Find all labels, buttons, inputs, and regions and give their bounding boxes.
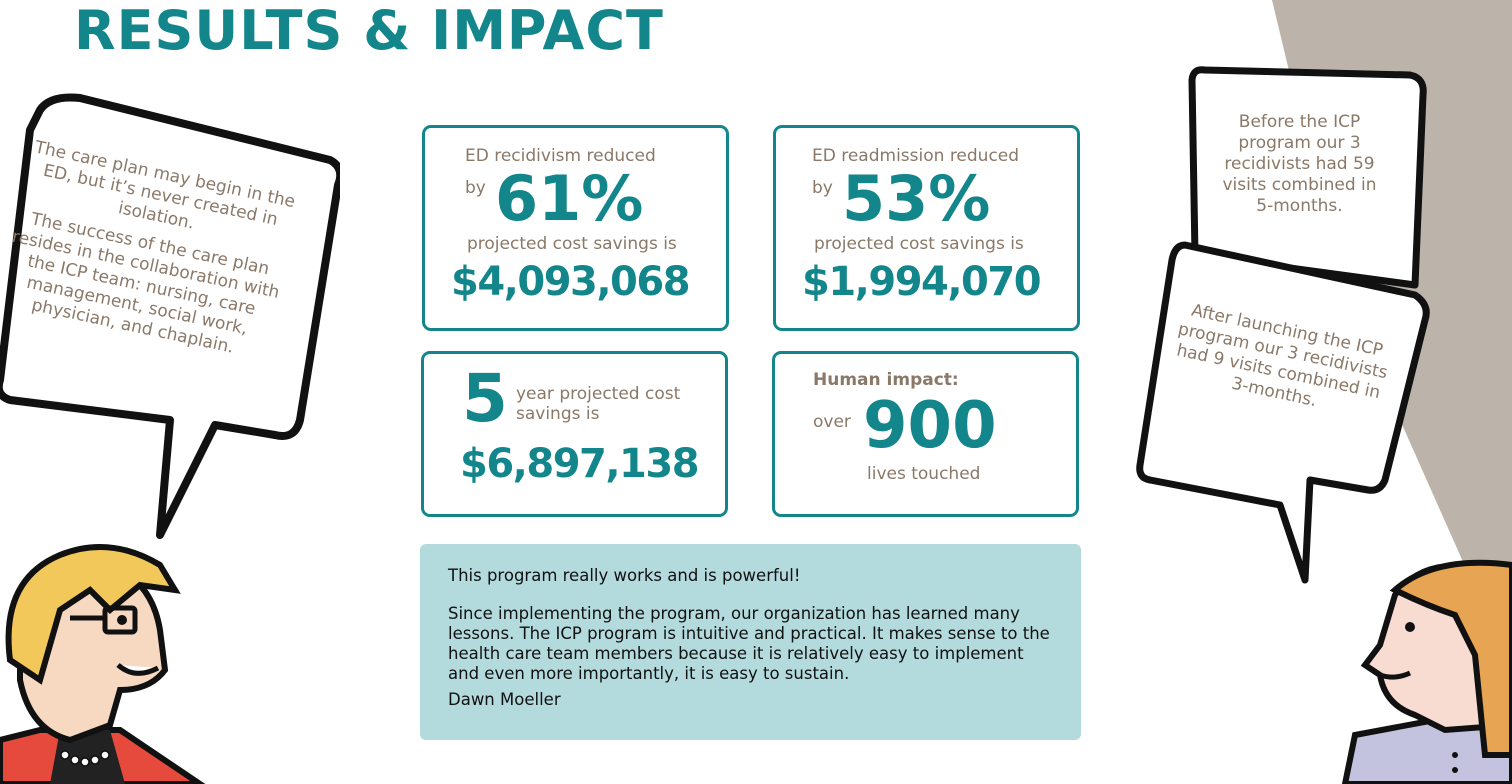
testimonial-quote: This program really works and is powerfu…	[420, 544, 1081, 740]
card-five-year: 5 year projected cost savings is $6,897,…	[421, 351, 728, 517]
right-speech-bubbles	[1136, 66, 1430, 584]
card-ed-recidivism: ED recidivism reduced by 61% projected c…	[422, 125, 729, 331]
card-by: by	[465, 178, 486, 198]
card-lives-count: 900	[863, 389, 997, 463]
card-savings: $4,093,068	[451, 259, 691, 305]
card-label: ED recidivism reduced	[465, 146, 656, 166]
card-savings: $1,994,070	[802, 259, 1042, 305]
card-savings-label: projected cost savings is	[814, 234, 1024, 254]
card-label: ED readmission reduced	[812, 146, 1020, 166]
card-years: 5	[462, 360, 508, 437]
card-ed-readmission: ED readmission reduced by 53% projected …	[773, 125, 1080, 331]
quote-body: Since implementing the program, our orga…	[448, 604, 1050, 683]
card-percent: 61%	[495, 162, 644, 235]
before-bubble-text: Before the ICP program our 3 recidivists…	[1222, 112, 1377, 216]
card-by: by	[812, 178, 833, 198]
card-savings-label: projected cost savings is	[467, 234, 677, 254]
card-over: over	[813, 412, 851, 432]
card-human-impact: Human impact: over 900 lives touched	[772, 351, 1079, 517]
card-percent: 53%	[842, 162, 991, 235]
card-label: year projected cost savings is	[516, 384, 681, 424]
card-label: Human impact:	[813, 370, 959, 390]
card-sub: lives touched	[867, 464, 981, 484]
left-speech-bubble	[0, 93, 340, 539]
quote-headline: This program really works and is powerfu…	[448, 566, 801, 585]
card-savings: $6,897,138	[460, 441, 700, 487]
woman-character-right	[1341, 559, 1512, 784]
woman-character-left	[0, 544, 206, 784]
page-title: RESULTS & IMPACT	[74, 0, 664, 62]
quote-author: Dawn Moeller	[448, 690, 561, 709]
